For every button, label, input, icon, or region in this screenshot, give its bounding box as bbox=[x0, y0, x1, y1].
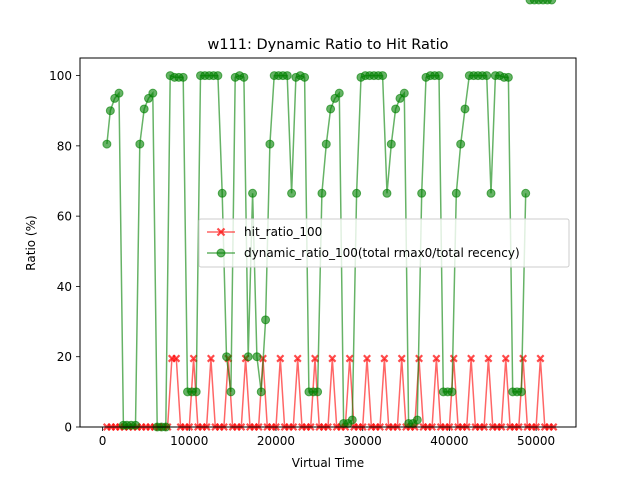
data-point bbox=[243, 352, 253, 362]
x-tick-label: 20000 bbox=[257, 434, 295, 448]
data-point bbox=[536, 354, 545, 363]
data-point bbox=[321, 139, 331, 149]
data-point bbox=[447, 387, 457, 397]
legend: hit_ratio_100 dynamic_ratio_100(total rm… bbox=[198, 218, 570, 268]
data-point bbox=[363, 354, 371, 363]
data-point bbox=[189, 354, 198, 363]
data-point bbox=[148, 88, 158, 98]
data-point bbox=[326, 104, 336, 114]
y-axis-label: Ratio (%) bbox=[24, 215, 38, 270]
data-point bbox=[519, 354, 528, 363]
data-point bbox=[114, 88, 124, 98]
data-point bbox=[261, 315, 271, 325]
data-point bbox=[256, 387, 266, 397]
data-point bbox=[503, 72, 513, 82]
data-point bbox=[239, 72, 249, 82]
x-tick-label: 10000 bbox=[170, 434, 208, 448]
data-point bbox=[206, 354, 215, 363]
data-point bbox=[382, 188, 392, 198]
data-point bbox=[380, 354, 389, 363]
data-point bbox=[547, 0, 557, 5]
data-point bbox=[222, 352, 232, 362]
data-point bbox=[328, 354, 337, 363]
data-point bbox=[213, 71, 223, 81]
data-point bbox=[432, 354, 441, 363]
data-point bbox=[434, 71, 444, 81]
data-point bbox=[386, 139, 396, 149]
y-tick-label: 20 bbox=[57, 350, 72, 364]
data-point bbox=[486, 188, 496, 198]
plot-frame bbox=[79, 57, 577, 428]
data-point bbox=[397, 354, 406, 363]
x-tick-label: 40000 bbox=[430, 434, 468, 448]
data-point bbox=[226, 387, 236, 397]
data-point bbox=[347, 415, 357, 425]
data-point bbox=[352, 188, 362, 198]
data-point bbox=[276, 354, 285, 363]
data-point bbox=[460, 104, 470, 114]
legend-label-dynamic-ratio: dynamic_ratio_100(total rmax0/total rece… bbox=[244, 246, 520, 260]
data-point bbox=[178, 72, 188, 82]
data-point bbox=[399, 88, 409, 98]
data-point bbox=[217, 188, 227, 198]
data-point bbox=[191, 387, 201, 397]
data-point bbox=[139, 104, 149, 114]
series-1 bbox=[102, 0, 557, 432]
data-point bbox=[313, 387, 323, 397]
data-point bbox=[391, 104, 401, 114]
data-point bbox=[293, 354, 302, 363]
data-point bbox=[248, 188, 258, 198]
data-point bbox=[501, 354, 510, 363]
data-point bbox=[287, 188, 297, 198]
x-tick-label: 50000 bbox=[517, 434, 555, 448]
data-point bbox=[345, 354, 354, 363]
y-tick-label: 0 bbox=[64, 421, 72, 435]
data-point bbox=[467, 354, 476, 363]
data-point bbox=[449, 354, 458, 363]
x-tick-label: 30000 bbox=[344, 434, 382, 448]
data-point bbox=[378, 71, 388, 81]
data-point bbox=[282, 71, 292, 81]
y-tick-label: 60 bbox=[57, 210, 72, 224]
data-point bbox=[482, 71, 492, 81]
data-point bbox=[484, 354, 493, 363]
data-point bbox=[135, 139, 145, 149]
legend-box bbox=[198, 218, 570, 268]
y-tick-label: 80 bbox=[57, 139, 72, 153]
data-point bbox=[451, 188, 461, 198]
data-point bbox=[334, 88, 344, 98]
legend-marker-hit-ratio bbox=[216, 227, 226, 237]
data-point bbox=[311, 354, 319, 363]
x-axis-label: Virtual Time bbox=[292, 456, 364, 470]
data-point bbox=[516, 387, 526, 397]
data-point bbox=[417, 188, 427, 198]
y-tick-label: 100 bbox=[49, 69, 72, 83]
y-tick-label: 40 bbox=[57, 280, 72, 294]
data-point bbox=[456, 139, 466, 149]
data-point bbox=[317, 188, 327, 198]
data-point bbox=[130, 420, 140, 430]
data-point bbox=[265, 139, 275, 149]
chart-title: w111: Dynamic Ratio to Hit Ratio bbox=[207, 37, 448, 53]
x-tick-label: 0 bbox=[99, 434, 107, 448]
data-point bbox=[412, 415, 422, 425]
data-point bbox=[252, 352, 262, 362]
data-point bbox=[300, 72, 310, 82]
legend-label-hit-ratio: hit_ratio_100 bbox=[244, 225, 322, 239]
data-point bbox=[172, 354, 181, 363]
data-point bbox=[521, 188, 531, 198]
legend-marker-dynamic-ratio bbox=[216, 248, 226, 258]
data-point bbox=[102, 139, 112, 149]
data-point bbox=[105, 106, 115, 116]
